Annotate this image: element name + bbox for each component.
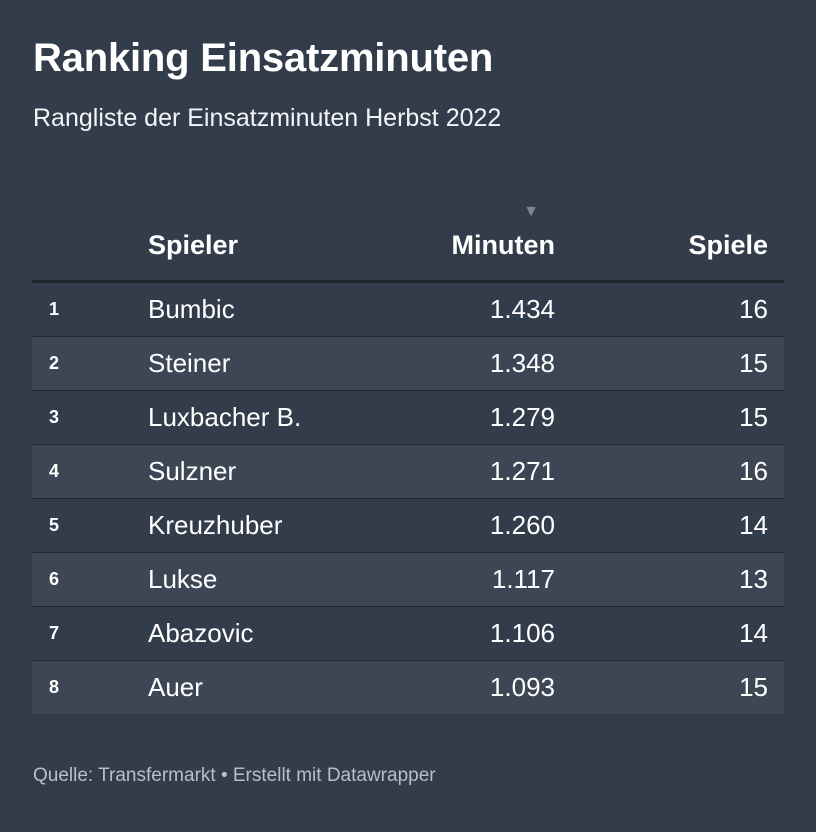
source-note: Quelle: Transfermarkt • Erstellt mit Dat… — [33, 765, 436, 786]
column-header-games[interactable]: Spiele — [688, 230, 768, 260]
rank-cell: 4 — [49, 461, 60, 481]
games-cell: 15 — [739, 672, 768, 702]
player-cell: Bumbic — [148, 294, 235, 324]
chart-title: Ranking Einsatzminuten — [33, 36, 494, 80]
rank-cell: 6 — [49, 569, 60, 589]
player-cell: Auer — [148, 672, 203, 702]
games-cell: 13 — [739, 564, 768, 594]
rank-cell: 5 — [49, 515, 60, 535]
sort-descending-icon: ▼ — [523, 203, 539, 220]
games-cell: 15 — [739, 348, 768, 378]
player-cell: Lukse — [148, 564, 218, 594]
table-row: 5 Kreuzhuber 1.260 14 — [32, 499, 784, 553]
player-cell: Abazovic — [148, 618, 254, 648]
player-cell: Kreuzhuber — [148, 510, 283, 540]
table-row: 3 Luxbacher B. 1.279 15 — [32, 391, 784, 445]
minutes-cell: 1.271 — [489, 456, 555, 486]
minutes-cell: 1.279 — [489, 402, 555, 432]
player-cell: Sulzner — [148, 456, 237, 486]
rank-cell: 2 — [49, 353, 60, 373]
table-row: 6 Lukse 1.117 13 — [32, 553, 784, 607]
table-row: 2 Steiner 1.348 15 — [32, 337, 784, 391]
games-cell: 16 — [739, 456, 768, 486]
games-cell: 14 — [739, 618, 768, 648]
games-cell: 15 — [739, 402, 768, 432]
minutes-cell: 1.348 — [489, 348, 555, 378]
table-header: Spieler ▼ Minuten Spiele — [32, 190, 784, 280]
chart-subtitle: Rangliste der Einsatzminuten Herbst 2022 — [33, 104, 502, 132]
table-body: 1 Bumbic 1.434 16 2 Steiner 1.348 15 3 Luxbacher … — [32, 283, 784, 714]
column-header-minutes[interactable]: Minuten — [451, 230, 555, 260]
header-divider — [32, 280, 784, 283]
minutes-cell: 1.260 — [489, 510, 555, 540]
table-row: 7 Abazovic 1.106 14 — [32, 607, 784, 661]
minutes-cell: 1.093 — [489, 672, 555, 702]
minutes-cell: 1.434 — [489, 294, 555, 324]
column-header-player[interactable]: Spieler — [148, 230, 239, 260]
table-row: 4 Sulzner 1.271 16 — [32, 445, 784, 499]
rank-cell: 7 — [49, 623, 60, 643]
ranking-table: Spieler ▼ Minuten Spiele 1 Bumbic 1.434 16 2… — [32, 190, 784, 714]
games-cell: 14 — [739, 510, 768, 540]
rank-cell: 1 — [49, 299, 60, 319]
minutes-cell: 1.117 — [491, 564, 555, 594]
player-cell: Luxbacher B. — [148, 402, 302, 432]
table-row: 8 Auer 1.093 15 — [32, 661, 784, 714]
table-row: 1 Bumbic 1.434 16 — [32, 283, 784, 337]
rank-cell: 3 — [49, 407, 60, 427]
minutes-cell: 1.106 — [489, 618, 555, 648]
games-cell: 16 — [739, 294, 768, 324]
rank-cell: 8 — [49, 677, 60, 697]
player-cell: Steiner — [148, 348, 231, 378]
